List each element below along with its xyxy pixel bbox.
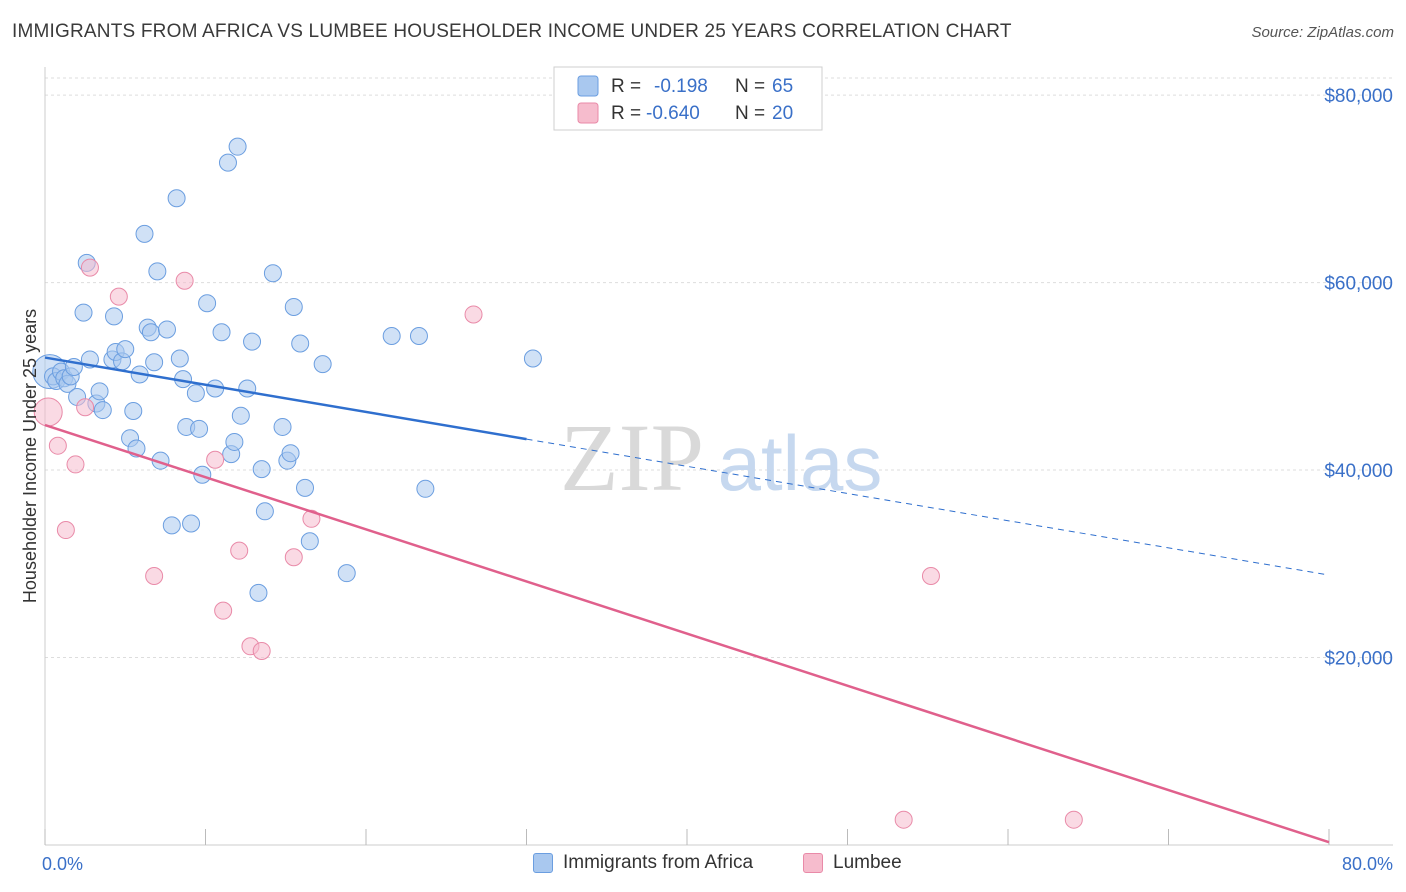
point-lumbee xyxy=(80,258,99,277)
y-tick-label: $60,000 xyxy=(1324,274,1393,295)
point-immigrants-from-africa xyxy=(238,379,257,398)
point-immigrants-from-africa xyxy=(284,297,303,316)
y-axis-title: Householder Income Under 25 years xyxy=(20,309,40,603)
point-immigrants-from-africa xyxy=(273,417,292,436)
point-lumbee xyxy=(76,398,95,417)
point-lumbee xyxy=(66,455,85,474)
point-immigrants-from-africa xyxy=(198,294,217,313)
point-immigrants-from-africa xyxy=(228,137,247,156)
point-immigrants-from-africa xyxy=(231,406,250,425)
y-tick-label: $20,000 xyxy=(1324,649,1393,670)
chart-title: IMMIGRANTS FROM AFRICA VS LUMBEE HOUSEHO… xyxy=(12,21,1012,42)
point-immigrants-from-africa xyxy=(382,327,401,346)
legend-swatch-immigrants xyxy=(533,853,553,873)
point-immigrants-from-africa xyxy=(162,516,181,535)
point-lumbee xyxy=(302,509,321,528)
legend-box: R = -0.198 N = 65 R = -0.640 N = 20 xyxy=(553,66,823,131)
x-tick-label-max: 80.0% xyxy=(1342,854,1393,874)
bottom-legend: Immigrants from Africa Lumbee xyxy=(0,852,1406,878)
point-lumbee xyxy=(214,601,233,620)
watermark: ZIP atlas xyxy=(560,404,882,511)
chart-source: Source: ZipAtlas.com xyxy=(1251,24,1394,41)
point-lumbee xyxy=(56,521,75,540)
x-tick-label-min: 0.0% xyxy=(42,854,83,874)
legend-item-immigrants-from-africa: Immigrants from Africa xyxy=(533,852,753,874)
legend-swatch-lumbee xyxy=(803,853,823,873)
legend-r-value-2: -0.640 xyxy=(646,103,700,124)
point-lumbee xyxy=(175,271,194,290)
point-immigrants-from-africa xyxy=(300,532,319,551)
point-lumbee xyxy=(206,450,225,469)
point-lumbee xyxy=(1064,810,1083,829)
point-immigrants-from-africa xyxy=(193,465,212,484)
point-immigrants-from-africa xyxy=(252,460,271,479)
point-immigrants-from-africa xyxy=(337,564,356,583)
legend-label-lumbee: Lumbee xyxy=(833,852,902,873)
point-immigrants-from-africa xyxy=(225,432,244,451)
legend-r-label-2: R = xyxy=(611,103,641,124)
grid-layer xyxy=(45,77,1393,659)
point-immigrants-from-africa xyxy=(291,334,310,353)
axis-layer xyxy=(44,67,1393,846)
point-lumbee xyxy=(109,287,128,306)
point-immigrants-from-africa xyxy=(255,502,274,521)
point-immigrants-from-africa xyxy=(74,303,93,322)
legend-n-label-1: N = xyxy=(735,76,765,97)
point-lumbee xyxy=(230,541,249,560)
legend-label-immigrants: Immigrants from Africa xyxy=(563,852,754,873)
point-immigrants-from-africa xyxy=(409,327,428,346)
point-immigrants-from-africa xyxy=(249,583,268,602)
point-lumbee xyxy=(464,305,483,324)
point-immigrants-from-africa xyxy=(116,340,135,359)
point-immigrants-from-africa xyxy=(243,332,262,351)
point-immigrants-from-africa xyxy=(190,419,209,438)
point-immigrants-from-africa xyxy=(416,479,435,498)
legend-r-label-1: R = xyxy=(611,76,641,97)
legend-n-value-2: 20 xyxy=(772,103,793,124)
y-tick-label: $40,000 xyxy=(1324,461,1393,482)
point-lumbee xyxy=(252,641,271,660)
watermark-atlas: atlas xyxy=(718,419,883,507)
point-lumbee xyxy=(921,566,940,585)
trend-line-immigrants-solid xyxy=(44,356,527,441)
trend-line-lumbee xyxy=(44,423,1330,844)
point-lumbee xyxy=(48,436,67,455)
point-lumbee xyxy=(894,810,913,829)
point-immigrants-from-africa xyxy=(281,444,300,463)
legend-swatch-pink xyxy=(577,102,599,124)
point-immigrants-from-africa xyxy=(148,262,167,281)
point-immigrants-from-africa xyxy=(218,153,237,172)
point-immigrants-from-africa xyxy=(296,478,315,497)
point-immigrants-from-africa xyxy=(170,349,189,368)
y-axis-labels: $20,000 $40,000 $60,000 $80,000 xyxy=(1324,86,1393,669)
trend-line-immigrants-dashed xyxy=(526,438,1330,576)
points-layer xyxy=(32,137,1083,829)
legend-n-label-2: N = xyxy=(735,103,765,124)
point-immigrants-from-africa xyxy=(135,224,154,243)
legend-n-value-1: 65 xyxy=(772,76,793,97)
point-immigrants-from-africa xyxy=(523,349,542,368)
y-tick-label: $80,000 xyxy=(1324,86,1393,107)
point-immigrants-from-africa xyxy=(90,382,109,401)
point-immigrants-from-africa xyxy=(182,514,201,533)
point-immigrants-from-africa xyxy=(212,323,231,342)
legend-r-value-1: -0.198 xyxy=(654,76,708,97)
legend-swatch-blue xyxy=(577,75,599,97)
point-immigrants-from-africa xyxy=(141,323,160,342)
trend-layer xyxy=(44,356,1330,844)
point-immigrants-from-africa xyxy=(167,189,186,208)
point-lumbee xyxy=(284,548,303,567)
point-immigrants-from-africa xyxy=(124,402,143,421)
point-lumbee xyxy=(145,566,164,585)
point-immigrants-from-africa xyxy=(263,264,282,283)
point-immigrants-from-africa xyxy=(105,307,124,326)
point-immigrants-from-africa xyxy=(145,353,164,372)
legend-item-lumbee: Lumbee xyxy=(803,852,902,874)
watermark-zip: ZIP xyxy=(560,404,704,511)
point-immigrants-from-africa xyxy=(157,320,176,339)
point-immigrants-from-africa xyxy=(93,401,112,420)
point-immigrants-from-africa xyxy=(313,355,332,374)
point-immigrants-from-africa xyxy=(186,384,205,403)
